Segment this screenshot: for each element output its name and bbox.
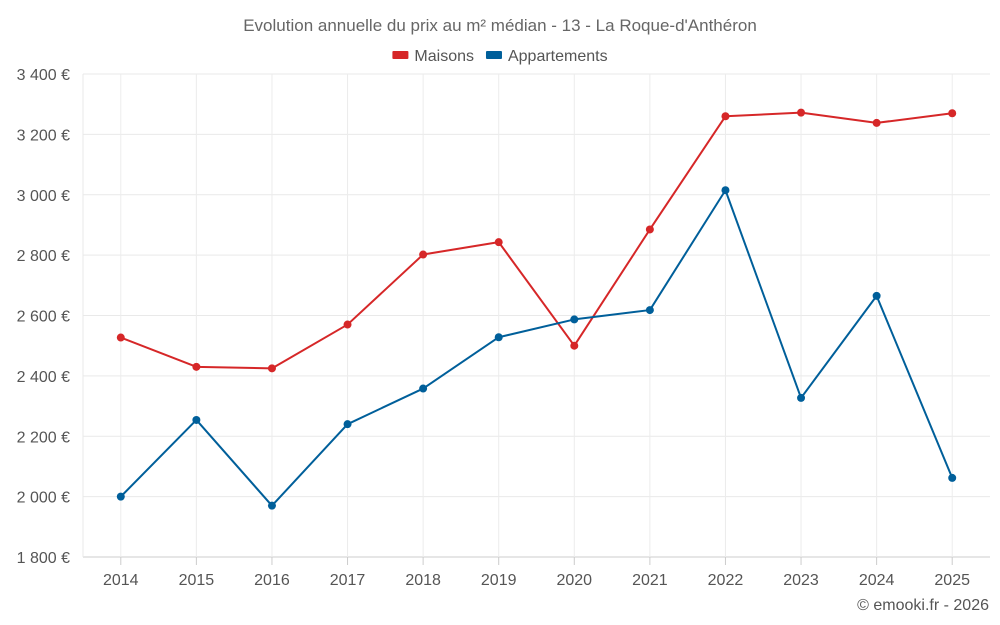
data-point-maisons[interactable] — [343, 320, 352, 329]
data-point-appartements[interactable] — [419, 384, 428, 393]
y-tick-label: 2 600 € — [17, 309, 70, 326]
data-point-appartements[interactable] — [267, 501, 276, 510]
data-point-maisons[interactable] — [570, 341, 579, 350]
y-tick-label: 2 400 € — [17, 369, 70, 386]
legend-item-appartements[interactable]: Appartements — [485, 48, 608, 65]
data-point-appartements[interactable] — [872, 291, 881, 300]
grid — [82, 73, 990, 558]
credit-text: © emooki.fr - 2026 — [857, 597, 989, 614]
legend-label: Maisons — [414, 48, 474, 65]
x-tick-label: 2014 — [103, 572, 139, 589]
x-tick-label: 2024 — [859, 572, 895, 589]
y-tick-label: 1 800 € — [17, 550, 70, 567]
y-tick-label: 3 000 € — [17, 188, 70, 205]
data-point-maisons[interactable] — [419, 250, 428, 259]
data-point-maisons[interactable] — [721, 112, 730, 121]
data-point-appartements[interactable] — [948, 473, 957, 482]
y-axis: 1 800 € 2 000 € 2 200 € 2 400 € 2 600 € 2 800… — [17, 67, 70, 567]
x-tick-label: 2020 — [556, 572, 592, 589]
legend-swatch — [485, 51, 502, 59]
data-point-maisons[interactable] — [267, 364, 276, 373]
data-point-appartements[interactable] — [343, 420, 352, 429]
x-tick-label: 2025 — [934, 572, 970, 589]
data-point-maisons[interactable] — [116, 333, 125, 342]
x-tick-label: 2023 — [783, 572, 819, 589]
data-point-maisons[interactable] — [645, 225, 654, 234]
data-point-maisons[interactable] — [872, 118, 881, 127]
x-tick-label: 2019 — [481, 572, 517, 589]
data-point-appartements[interactable] — [645, 306, 654, 315]
data-point-appartements[interactable] — [116, 492, 125, 501]
x-tick-label: 2021 — [632, 572, 668, 589]
data-point-maisons[interactable] — [948, 109, 957, 118]
legend: Maisons Appartements — [392, 48, 608, 65]
legend-item-maisons[interactable]: Maisons — [392, 48, 474, 65]
data-point-maisons[interactable] — [797, 108, 806, 117]
x-axis: 2014 2015 2016 2017 2018 2019 2020 2021 2022 2023… — [103, 557, 970, 589]
y-tick-label: 2 000 € — [17, 490, 70, 507]
x-tick-label: 2015 — [179, 572, 215, 589]
y-tick-label: 3 200 € — [17, 127, 70, 144]
y-tick-label: 2 200 € — [17, 429, 70, 446]
y-tick-label: 2 800 € — [17, 248, 70, 265]
legend-label: Appartements — [508, 48, 608, 65]
data-point-appartements[interactable] — [192, 415, 201, 424]
x-tick-label: 2018 — [405, 572, 441, 589]
chart-title: Evolution annuelle du prix au m² médian … — [243, 16, 757, 35]
x-tick-label: 2022 — [708, 572, 744, 589]
y-tick-label: 3 400 € — [17, 67, 70, 84]
data-point-maisons[interactable] — [494, 238, 503, 247]
legend-swatch — [392, 51, 409, 59]
x-tick-label: 2017 — [330, 572, 366, 589]
data-point-appartements[interactable] — [494, 333, 503, 342]
series-line-maisons — [120, 111, 953, 370]
series-layer — [116, 108, 957, 510]
data-point-appartements[interactable] — [570, 315, 579, 324]
data-point-appartements[interactable] — [797, 393, 806, 402]
x-tick-label: 2016 — [254, 572, 290, 589]
series-line-appartements — [120, 189, 954, 507]
data-point-appartements[interactable] — [721, 186, 730, 195]
data-point-maisons[interactable] — [192, 362, 201, 371]
